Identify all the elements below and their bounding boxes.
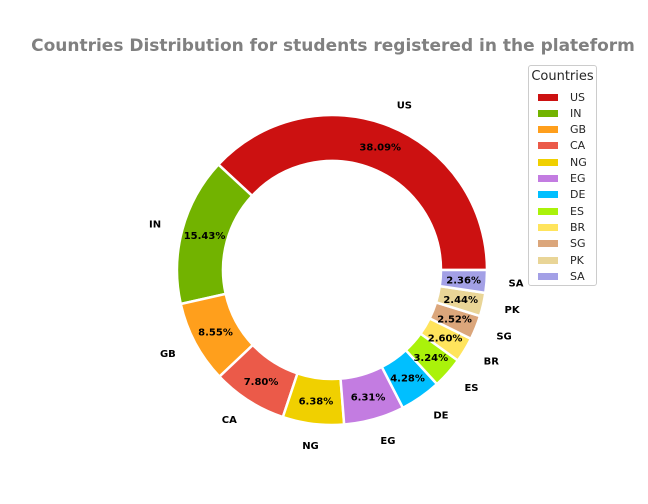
category-label-gb: GB [160,349,176,360]
legend-label: EG [570,172,586,185]
category-label-de: DE [433,411,448,422]
legend-item-br: BR [538,220,585,234]
legend-item-gb: GB [538,123,586,137]
category-label-ca: CA [222,415,237,426]
legend-label: BR [570,220,586,234]
legend-swatch [538,175,558,182]
pct-label-es: 3.24% [413,353,448,364]
pct-label-br: 2.60% [428,334,463,345]
legend-item-de: DE [538,188,585,202]
legend-swatch [538,223,558,231]
legend-item-pk: PK [538,253,584,267]
legend-item-sg: SG [538,237,586,251]
legend-swatch [538,191,558,199]
legend-item-es: ES [538,204,584,218]
legend-swatch [538,158,558,166]
pct-label-ng: 6.38% [299,397,334,408]
legend-item-us: US [538,90,585,104]
legend-title: Countries [531,69,594,84]
legend-label: IN [570,106,582,120]
legend-item-ca: CA [538,139,585,153]
legend: Countries US IN GB CA NG EG DE ES BR SG PK SA [528,65,597,286]
category-label-es: ES [464,383,478,394]
legend-swatch [538,272,558,280]
legend-item-in: IN [538,106,581,120]
category-label-sg: SG [496,331,511,342]
pct-label-sa: 2.36% [446,275,481,286]
legend-label: DE [570,188,586,202]
pct-label-gb: 8.55% [198,328,233,339]
legend-swatch [538,109,558,117]
category-label-us: US [397,101,412,112]
legend-swatch [538,240,558,248]
category-label-sa: SA [509,279,524,290]
category-label-br: BR [484,357,500,368]
pct-label-us: 38.09% [359,143,401,154]
pct-label-ca: 7.80% [244,377,279,388]
slice-sa [438,268,489,295]
legend-label: US [570,90,586,104]
legend-label: SA [570,269,585,283]
category-label-ng: NG [302,441,319,452]
pct-label-de: 4.28% [390,374,425,385]
legend-label: NG [570,155,587,169]
legend-label: CA [570,139,586,153]
pct-label-pk: 2.44% [443,295,478,306]
pct-label-sg: 2.52% [437,315,472,326]
slice-us [216,113,489,272]
legend-label: PK [570,253,584,267]
legend-item-ng: NG [538,155,587,169]
legend-swatch [538,142,558,150]
legend-swatch [538,207,558,215]
legend-item-sa: SA [538,269,585,283]
pct-label-eg: 6.31% [351,392,386,403]
legend-label: SG [570,237,586,251]
category-label-pk: PK [505,305,521,316]
legend-swatch [538,256,558,264]
category-label-in: IN [149,219,161,230]
legend-swatch [538,93,558,101]
chart-title: Countries Distribution for students regi… [31,36,635,56]
legend-label: GB [570,123,587,137]
legend-label: ES [570,204,584,218]
legend-swatch [538,126,558,134]
category-label-eg: EG [380,436,395,447]
legend-item-eg: EG [538,172,585,186]
pct-label-in: 15.43% [184,231,226,242]
